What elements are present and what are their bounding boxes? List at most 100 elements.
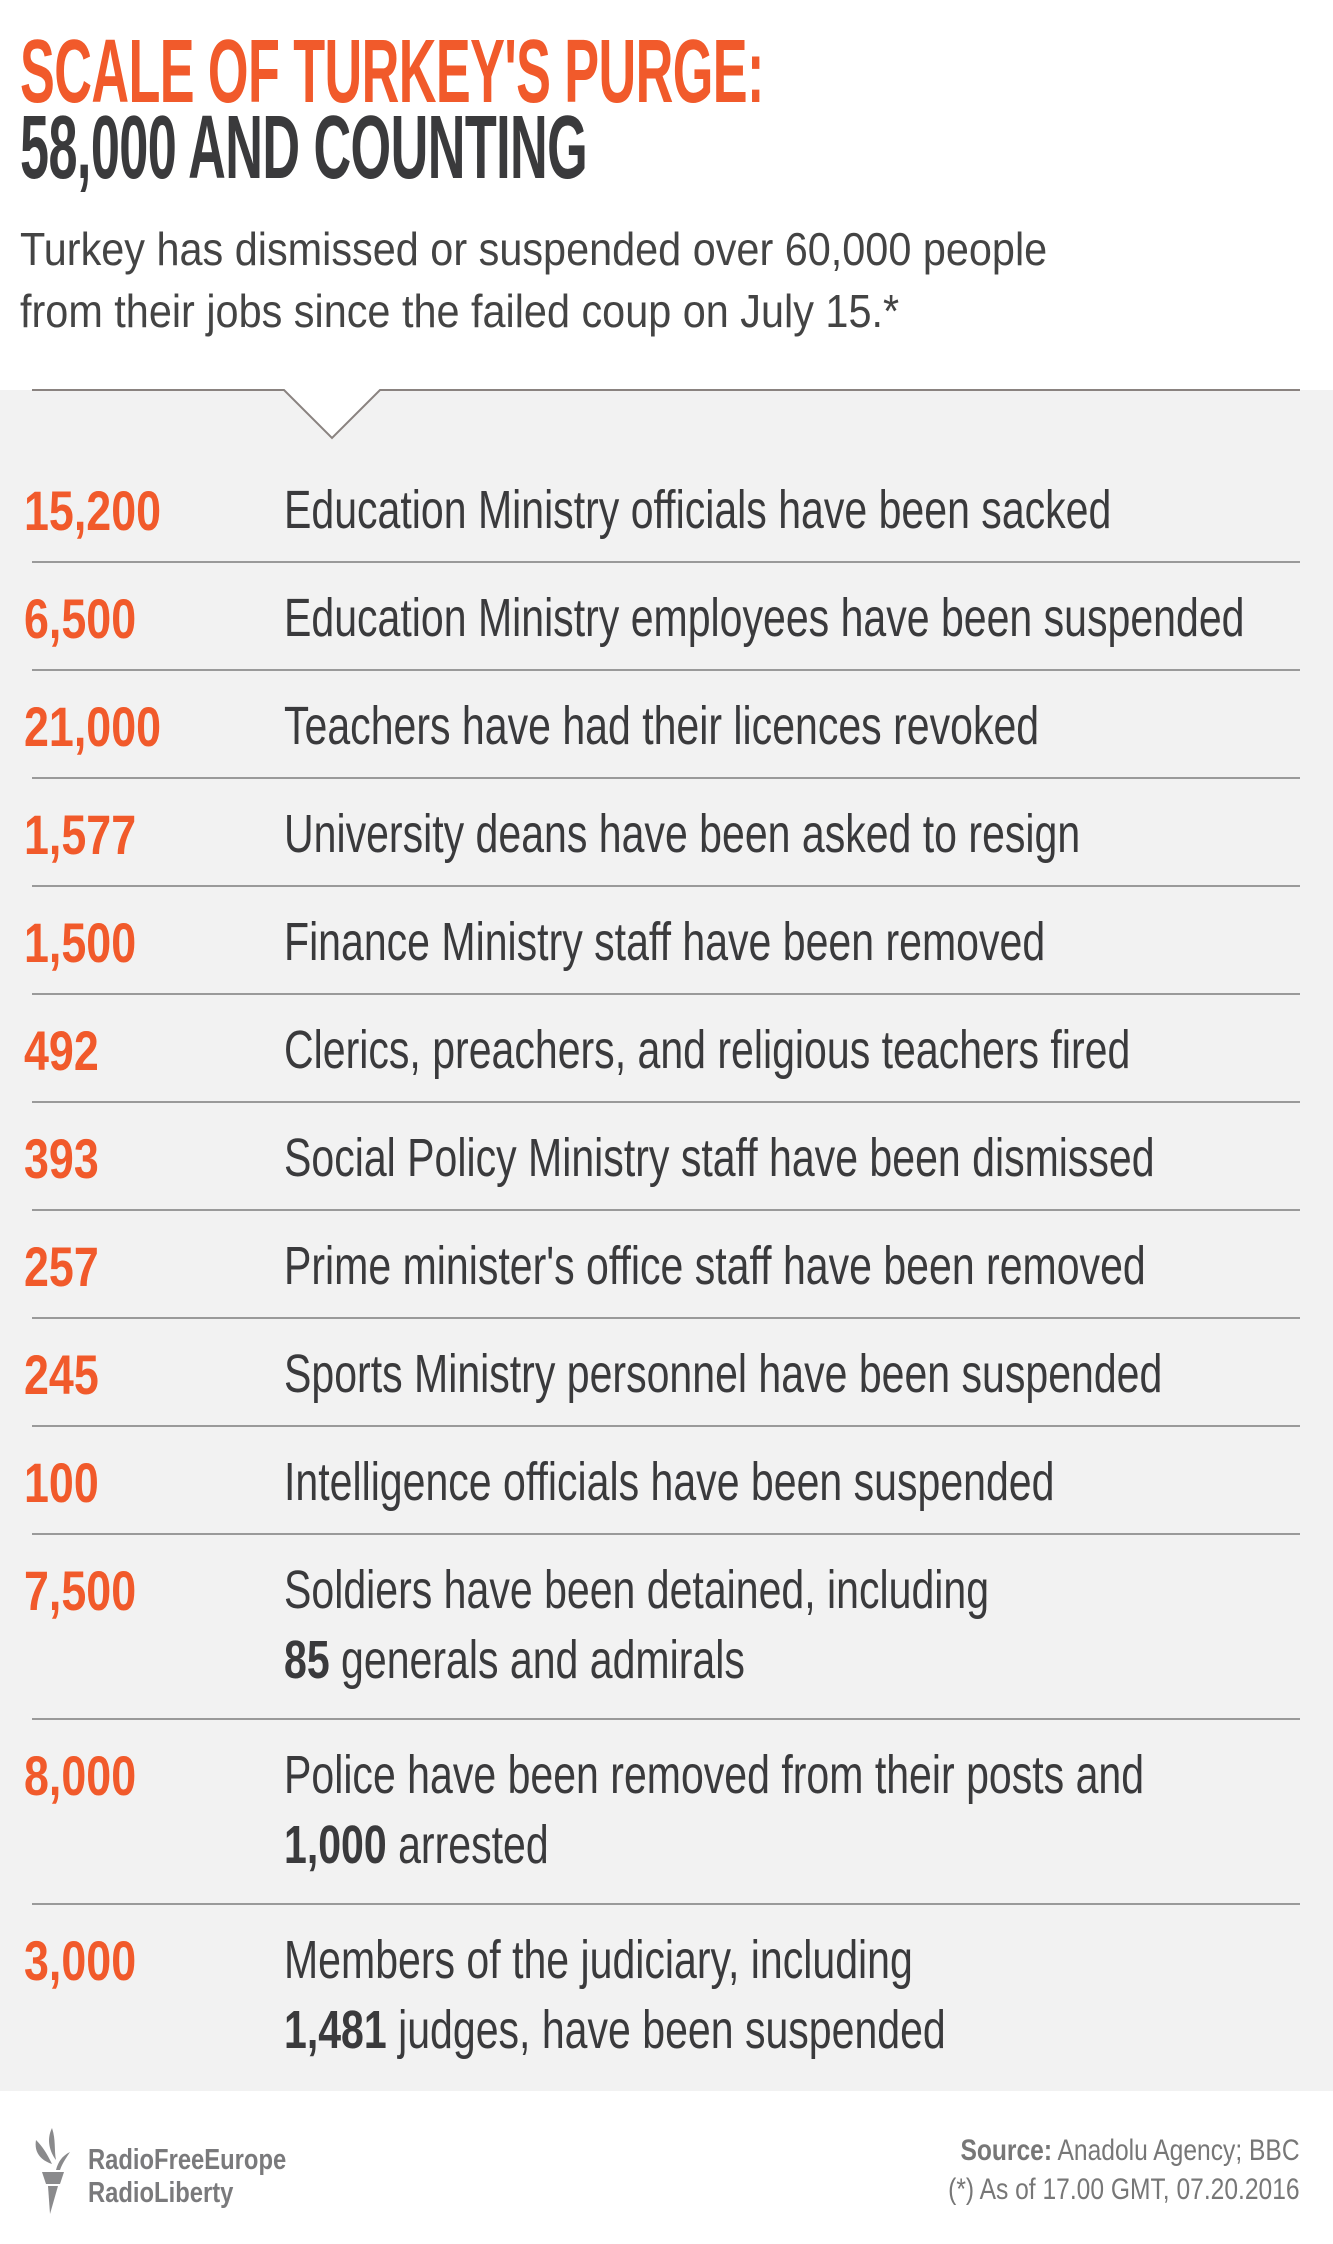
stat-number: 245 <box>24 1347 117 1403</box>
stat-row: 492 Clerics, preachers, and religious tea… <box>24 995 1300 1103</box>
stat-row: 257 Prime minister's office staff have be… <box>24 1211 1300 1319</box>
title-line-2-text: 58,000 AND COUNTING <box>20 98 588 198</box>
stat-number: 7,500 <box>24 1563 164 1619</box>
stat-row: 1,500 Finance Ministry staff have been re… <box>24 887 1300 995</box>
description-line-text: Members of the judiciary, including <box>284 1925 913 1995</box>
description-line: Sports Ministry personnel have been susp… <box>284 1339 1333 1409</box>
description-line: 85 generals and admirals <box>284 1625 1212 1695</box>
stat-row: 393 Social Policy Ministry staff have bee… <box>24 1103 1300 1211</box>
stat-number-text: 3,000 <box>24 1929 137 1992</box>
stat-number-text: 1,500 <box>24 911 137 974</box>
description-text: Prime minister's office staff have been … <box>284 1236 1146 1296</box>
source-text: Anadolu Agency; BBC <box>1052 2134 1300 2167</box>
stat-number-text: 393 <box>24 1127 99 1190</box>
description-text: Intelligence officials have been suspend… <box>284 1452 1055 1512</box>
stat-number: 6,500 <box>24 591 164 647</box>
stat-number-text: 21,000 <box>24 695 162 758</box>
source-credit: Source: Anadolu Agency; BBC <box>886 2136 1300 2166</box>
description-line: Members of the judiciary, including <box>284 1925 1155 1995</box>
pointer-notch-divider <box>32 389 1300 440</box>
description-line-text: Finance Ministry staff have been removed <box>284 907 1045 977</box>
stat-row: 1,577 University deans have been asked to… <box>24 779 1300 887</box>
stat-number-text: 245 <box>24 1343 99 1406</box>
stat-description: Clerics, preachers, and religious teache… <box>284 1015 1333 1085</box>
description-text: Teachers have had their licences revoked <box>284 696 1040 756</box>
stat-number: 1,577 <box>24 807 164 863</box>
description-text: Members of the judiciary, including <box>284 1930 913 1990</box>
stat-number: 3,000 <box>24 1933 164 1989</box>
stat-description: Intelligence officials have been suspend… <box>284 1447 1298 1517</box>
description-line-text: Social Policy Ministry staff have been d… <box>284 1123 1155 1193</box>
stat-description: Prime minister's office staff have been … <box>284 1231 1333 1301</box>
stat-number: 15,200 <box>24 483 195 539</box>
stat-number: 8,000 <box>24 1748 164 1804</box>
subtitle-line-2-text: from their jobs since the failed coup on… <box>20 285 900 337</box>
title-line-1-text: SCALE OF TURKEY'S PURGE: <box>20 22 764 122</box>
description-text: Police have been removed from their post… <box>284 1745 1145 1805</box>
stat-number: 393 <box>24 1131 117 1187</box>
description-line-text: Intelligence officials have been suspend… <box>284 1447 1054 1517</box>
stat-row: 6,500 Education Ministry employees have b… <box>24 563 1300 671</box>
description-line: Finance Ministry staff have been removed <box>284 907 1286 977</box>
date-note: (*) As of 17.00 GMT, 07.20.2016 <box>871 2175 1300 2205</box>
subtitle-line-2: from their jobs since the failed coup on… <box>20 288 997 334</box>
highlight-number: 1,481 <box>284 2000 387 2060</box>
stat-number: 1,500 <box>24 915 164 971</box>
source-credit-text: Source: Anadolu Agency; BBC <box>961 2136 1300 2166</box>
stat-description: Sports Ministry personnel have been susp… <box>284 1339 1333 1409</box>
stat-description: University deans have been asked to resi… <box>284 799 1332 869</box>
logo-text-line-1: RadioFreeEurope <box>88 2146 330 2175</box>
date-note-text: (*) As of 17.00 GMT, 07.20.2016 <box>948 2173 1300 2206</box>
description-line: Education Ministry officials have been s… <box>284 475 1333 545</box>
stat-description: Teachers have had their licences revoked <box>284 691 1278 761</box>
description-text: Finance Ministry staff have been removed <box>284 912 1046 972</box>
stat-row: 7,500 Soldiers have been detained, includ… <box>24 1535 1300 1720</box>
description-line-text: University deans have been asked to resi… <box>284 799 1080 869</box>
subtitle-line-1-text: Turkey has dismissed or suspended over 6… <box>20 223 1048 275</box>
description-text: Clerics, preachers, and religious teache… <box>284 1020 1131 1080</box>
description-line-text: Police have been removed from their post… <box>284 1740 1144 1810</box>
stat-description: Soldiers have been detained, including 85… <box>284 1555 1212 1695</box>
description-line: Intelligence officials have been suspend… <box>284 1447 1298 1517</box>
description-line-text: Education Ministry officials have been s… <box>284 475 1111 545</box>
stat-number: 492 <box>24 1023 117 1079</box>
stat-number-text: 492 <box>24 1019 99 1082</box>
description-line: Education Ministry employees have been s… <box>284 583 1333 653</box>
description-text: Sports Ministry personnel have been susp… <box>284 1344 1163 1404</box>
stat-description: Police have been removed from their post… <box>284 1740 1333 1880</box>
stat-row: 8,000 Police have been removed from their… <box>24 1720 1300 1905</box>
title-line-2: 58,000 AND COUNTING <box>20 103 998 193</box>
stat-description: Education Ministry employees have been s… <box>284 583 1333 653</box>
logo-text-2: RadioLiberty <box>88 2177 234 2209</box>
highlight-number: 85 <box>284 1630 330 1690</box>
description-text: Soldiers have been detained, including <box>284 1560 990 1620</box>
stat-description: Social Policy Ministry staff have been d… <box>284 1123 1333 1193</box>
description-line-text: Sports Ministry personnel have been susp… <box>284 1339 1162 1409</box>
stat-row: 15,200 Education Ministry officials have … <box>24 455 1300 563</box>
description-line-text: Clerics, preachers, and religious teache… <box>284 1015 1130 1085</box>
description-line: Clerics, preachers, and religious teache… <box>284 1015 1333 1085</box>
description-text: Education Ministry employees have been s… <box>284 588 1245 648</box>
stat-description: Finance Ministry staff have been removed <box>284 907 1286 977</box>
description-line-text: 85 generals and admirals <box>284 1625 745 1695</box>
stat-number-text: 1,577 <box>24 803 137 866</box>
description-text: judges, have been suspended <box>386 2000 946 2060</box>
description-line: 1,481 judges, have been suspended <box>284 1995 1155 2065</box>
stat-row: 100 Intelligence officials have been susp… <box>24 1427 1300 1535</box>
stat-number-text: 15,200 <box>24 479 162 542</box>
description-text: Social Policy Ministry staff have been d… <box>284 1128 1155 1188</box>
stat-description: Members of the judiciary, including 1,481… <box>284 1925 1155 2065</box>
description-line-text: 1,000 arrested <box>284 1810 549 1880</box>
highlight-number: 1,000 <box>284 1815 387 1875</box>
description-line: Prime minister's office staff have been … <box>284 1231 1333 1301</box>
description-line: Police have been removed from their post… <box>284 1740 1333 1810</box>
stat-row: 21,000 Teachers have had their licences r… <box>24 671 1300 779</box>
stat-number-text: 257 <box>24 1235 99 1298</box>
title-line-1: SCALE OF TURKEY'S PURGE: <box>20 27 1303 117</box>
description-line: Teachers have had their licences revoked <box>284 691 1278 761</box>
stat-row: 3,000 Members of the judiciary, including… <box>24 1905 1300 2090</box>
subtitle-line-1: Turkey has dismissed or suspended over 6… <box>20 226 1161 272</box>
rferl-logo: RadioFreeEurope RadioLiberty <box>30 2126 330 2216</box>
description-line-text: Prime minister's office staff have been … <box>284 1231 1146 1301</box>
description-text: University deans have been asked to resi… <box>284 804 1081 864</box>
